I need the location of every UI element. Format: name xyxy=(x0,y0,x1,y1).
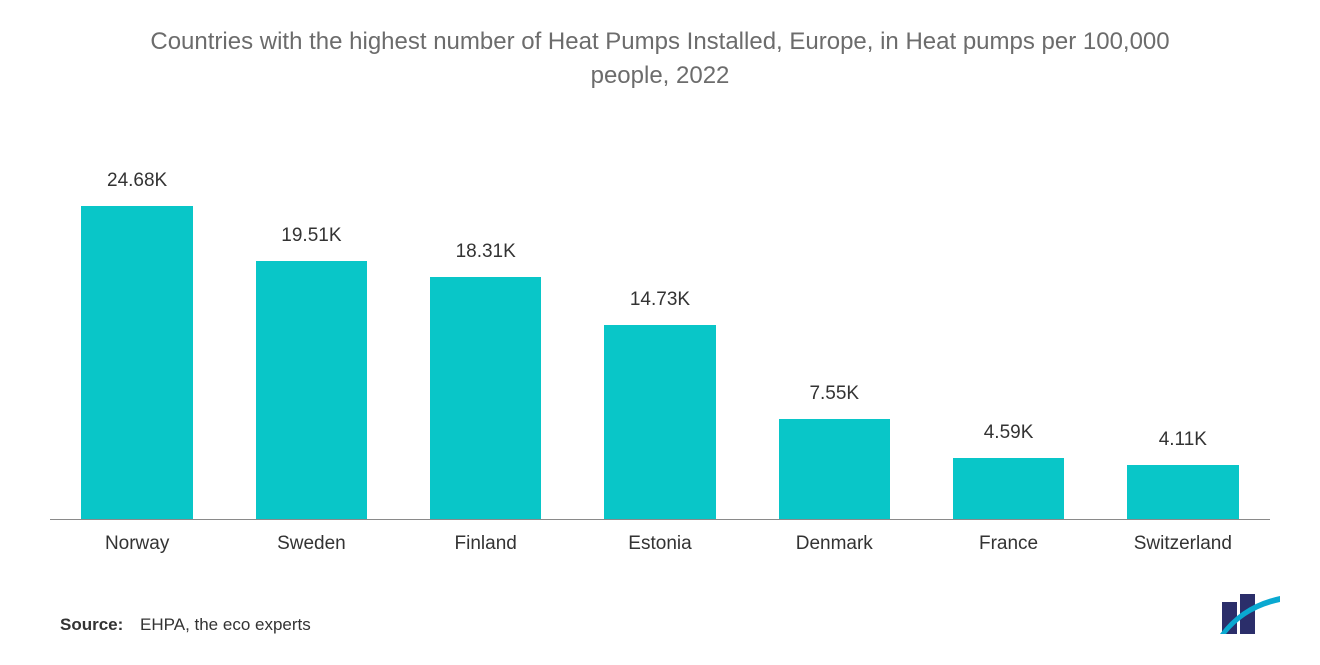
bar-value-label: 18.31K xyxy=(456,241,516,263)
bar xyxy=(81,206,193,519)
bar-group: 18.31K xyxy=(399,170,573,519)
bar xyxy=(779,419,891,519)
x-axis-label: France xyxy=(921,525,1095,555)
bar-group: 4.11K xyxy=(1096,170,1270,519)
x-axis-label: Sweden xyxy=(224,525,398,555)
bar-value-label: 4.11K xyxy=(1159,429,1207,451)
x-axis-label: Finland xyxy=(399,525,573,555)
x-axis-labels: Norway Sweden Finland Estonia Denmark Fr… xyxy=(50,525,1270,555)
x-axis-label: Norway xyxy=(50,525,224,555)
brand-logo-icon xyxy=(1220,594,1282,639)
bar-value-label: 24.68K xyxy=(107,170,167,192)
x-axis-label: Denmark xyxy=(747,525,921,555)
bar-value-label: 4.59K xyxy=(984,422,1034,444)
bar-value-label: 19.51K xyxy=(281,225,341,247)
x-axis-label: Switzerland xyxy=(1096,525,1270,555)
bar-group: 24.68K xyxy=(50,170,224,519)
bar-group: 19.51K xyxy=(224,170,398,519)
bar xyxy=(256,261,368,519)
bar-group: 7.55K xyxy=(747,170,921,519)
source-text: EHPA, the eco experts xyxy=(140,615,311,634)
bar-value-label: 14.73K xyxy=(630,289,690,311)
source-key: Source: xyxy=(60,615,123,634)
source-attribution: Source: EHPA, the eco experts xyxy=(60,615,311,635)
x-axis-label: Estonia xyxy=(573,525,747,555)
bar xyxy=(604,325,716,520)
bar-group: 14.73K xyxy=(573,170,747,519)
chart-title: Countries with the highest number of Hea… xyxy=(0,0,1320,92)
bar xyxy=(1127,465,1239,519)
bar-value-label: 7.55K xyxy=(809,383,859,405)
bar xyxy=(953,458,1065,519)
bar-group: 4.59K xyxy=(921,170,1095,519)
bar xyxy=(430,277,542,519)
chart-plot-area: 24.68K 19.51K 18.31K 14.73K 7.55K 4.59K … xyxy=(50,170,1270,520)
